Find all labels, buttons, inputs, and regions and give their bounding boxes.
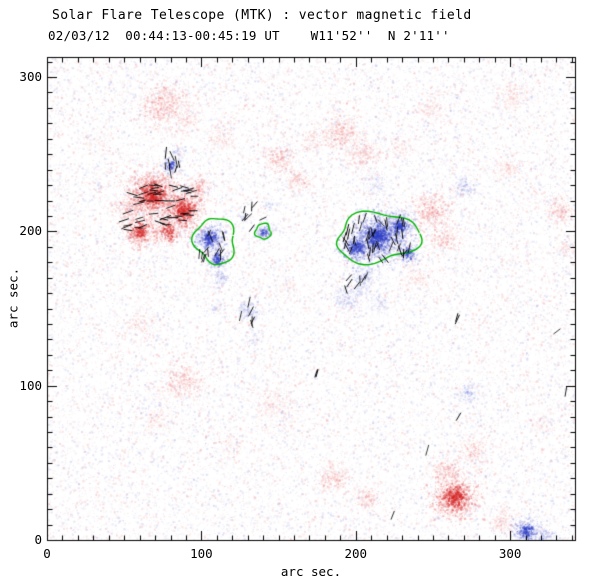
- magnetogram-canvas: [0, 0, 612, 585]
